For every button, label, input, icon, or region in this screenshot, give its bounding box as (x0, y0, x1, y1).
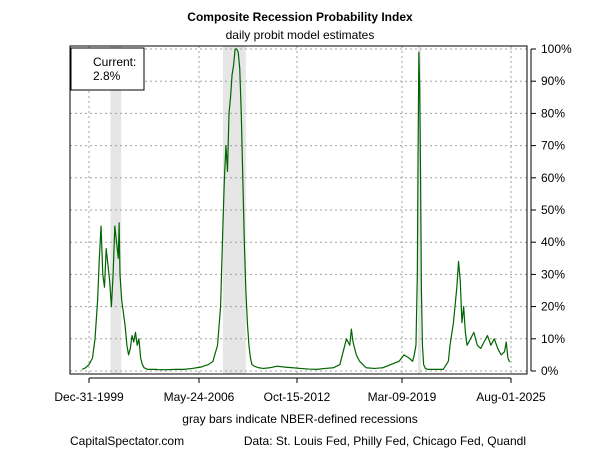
current-label: Current: (93, 55, 136, 69)
x-tick-label: May-24-2006 (164, 390, 235, 404)
y-tick-label: 40% (541, 235, 565, 249)
y-tick-label: 60% (541, 171, 565, 185)
tick-labels-group: Dec-31-1999 May-24-2006 Oct-15-2012 Mar-09-… (54, 42, 572, 404)
y-tick-label: 0% (541, 364, 559, 378)
x-tick-label: Mar-09-2019 (368, 390, 437, 404)
chart-subtitle: daily probit model estimates (226, 28, 375, 42)
x-axis-label: gray bars indicate NBER-defined recessio… (182, 412, 417, 426)
current-value-box: Current: 2.8% (70, 47, 145, 91)
source-right: Data: St. Louis Fed, Philly Fed, Chicago… (244, 434, 526, 448)
source-left: CapitalSpectator.com (70, 434, 184, 448)
recession-bar-3 (418, 46, 422, 374)
axes-group (69, 45, 532, 379)
y-tick-label: 30% (541, 267, 565, 281)
y-tick-label: 10% (541, 332, 565, 346)
y-tick-label: 70% (541, 139, 565, 153)
x-tick-label: Aug-01-2025 (476, 390, 546, 404)
chart-title: Composite Recession Probability Index (187, 10, 413, 24)
gridlines-group (70, 46, 527, 374)
x-tick-label: Dec-31-1999 (54, 390, 124, 404)
series-line-1 (81, 48, 511, 371)
x-tick-label: Oct-15-2012 (264, 390, 331, 404)
y-tick-label: 50% (541, 203, 565, 217)
y-tick-label: 20% (541, 300, 565, 314)
y-tick-label: 100% (541, 42, 572, 56)
current-value: 2.8% (93, 69, 121, 83)
plot-frame (69, 45, 528, 375)
y-tick-label: 80% (541, 106, 565, 120)
y-tick-label: 90% (541, 74, 565, 88)
series-group (81, 48, 511, 371)
